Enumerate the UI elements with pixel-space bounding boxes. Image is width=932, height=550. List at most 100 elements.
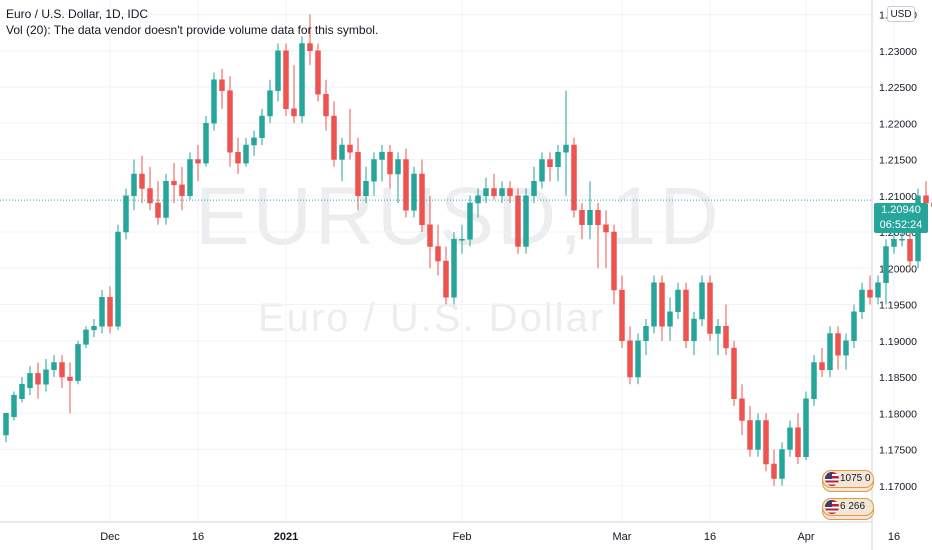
- candle-body: [387, 152, 393, 175]
- x-tick-label: 16: [192, 531, 204, 543]
- bar-countdown: 06:52:24: [879, 219, 923, 231]
- y-tick-label: 1.22500: [879, 82, 917, 94]
- candle-body: [419, 173, 425, 225]
- legend-symbol[interactable]: Euro / U.S. Dollar, 1D, IDC: [6, 7, 149, 21]
- last-price-label: 1.20940 06:52:24: [874, 203, 928, 233]
- candle-body: [299, 43, 305, 117]
- candle-body: [11, 394, 17, 418]
- candle-body: [99, 297, 105, 327]
- y-tick-label: 1.22000: [879, 118, 917, 130]
- candle-body: [115, 231, 121, 327]
- candle-body: [459, 239, 465, 241]
- candle-body: [475, 195, 481, 204]
- candle-body: [563, 144, 569, 153]
- candle-body: [683, 289, 689, 341]
- y-tick-label: 1.21500: [879, 155, 917, 167]
- candle-body: [667, 311, 673, 327]
- candle-body: [651, 282, 657, 327]
- candle-body: [763, 420, 769, 465]
- candle-body: [851, 311, 857, 341]
- y-tick-label: 1.18000: [879, 408, 917, 420]
- candle-body: [323, 94, 329, 117]
- candle-body: [139, 173, 145, 189]
- x-tick-label: 16: [704, 531, 716, 543]
- candle-body: [611, 231, 617, 291]
- candle-body: [451, 239, 457, 298]
- candle-body: [795, 427, 801, 457]
- candle-body: [331, 115, 337, 160]
- last-price-value: 1.20940: [881, 204, 921, 216]
- candle-body: [267, 90, 273, 117]
- legend-volume[interactable]: Vol (20): The data vendor doesn't provid…: [6, 23, 379, 37]
- x-tick-label: Feb: [453, 531, 472, 543]
- candle-body: [179, 184, 185, 196]
- economic-events[interactable]: 1075 0 6 266: [822, 470, 874, 522]
- candle-body: [507, 188, 513, 196]
- candle-body: [843, 340, 849, 356]
- candle-body: [603, 224, 609, 233]
- candle-body: [803, 398, 809, 457]
- candle-body: [571, 144, 577, 211]
- chart-legend: Euro / U.S. Dollar, 1D, IDC Vol (20): Th…: [6, 6, 378, 38]
- candle-body: [771, 463, 777, 479]
- candle-body: [243, 144, 249, 164]
- candle-body: [675, 289, 681, 312]
- candle-body: [35, 373, 41, 385]
- candle-body: [731, 347, 737, 399]
- candle-body: [379, 152, 385, 160]
- candle-body: [787, 427, 793, 450]
- candle-body: [411, 173, 417, 211]
- candle-body: [659, 282, 665, 327]
- candle-body: [699, 282, 705, 320]
- candle-body: [619, 289, 625, 341]
- candle-body: [867, 289, 873, 298]
- candle-body: [907, 239, 913, 262]
- candle-body: [43, 369, 49, 385]
- y-tick-label: 1.19000: [879, 336, 917, 348]
- candle-body: [779, 449, 785, 479]
- candle-body: [523, 195, 529, 247]
- candle-body: [739, 398, 745, 421]
- event-badge-text: 6 266: [840, 501, 866, 512]
- us-flag-icon: [825, 472, 839, 486]
- candle-body: [515, 195, 521, 247]
- candle-body: [811, 362, 817, 399]
- y-tick-label: 1.19500: [879, 300, 917, 312]
- candle-body: [531, 181, 537, 196]
- candle-body: [443, 260, 449, 298]
- candle-body: [59, 362, 65, 378]
- candle-body: [187, 159, 193, 196]
- currency-button[interactable]: USD: [887, 6, 915, 22]
- candle-body: [899, 239, 905, 241]
- candle-body: [155, 202, 161, 218]
- candle-body: [691, 318, 697, 341]
- candle-body: [755, 420, 761, 450]
- candle-body: [467, 202, 473, 240]
- candle-body: [643, 326, 649, 341]
- y-tick-label: 1.18500: [879, 372, 917, 384]
- x-tick-label: Dec: [100, 531, 120, 543]
- event-badge-us[interactable]: 6 266: [822, 498, 874, 516]
- y-tick-label: 1.21000: [879, 191, 917, 203]
- candle-body: [579, 210, 585, 225]
- candle-body: [403, 159, 409, 211]
- candle-body: [219, 79, 225, 91]
- candle-body: [107, 297, 113, 327]
- candle-body: [723, 326, 729, 349]
- candle-body: [427, 224, 433, 247]
- candle-body: [27, 373, 33, 389]
- candle-body: [499, 188, 505, 196]
- event-badge-us[interactable]: 1075 0: [822, 470, 874, 488]
- candle-body: [715, 326, 721, 334]
- candle-body: [75, 344, 81, 381]
- candle-body: [595, 210, 601, 225]
- x-tick-label: Mar: [613, 531, 632, 543]
- candle-body: [635, 340, 641, 378]
- x-tick-label: 16: [888, 531, 900, 543]
- candle-body: [283, 50, 289, 109]
- y-tick-label: 1.17500: [879, 445, 917, 457]
- candle-body: [67, 376, 73, 381]
- candle-body: [83, 329, 89, 345]
